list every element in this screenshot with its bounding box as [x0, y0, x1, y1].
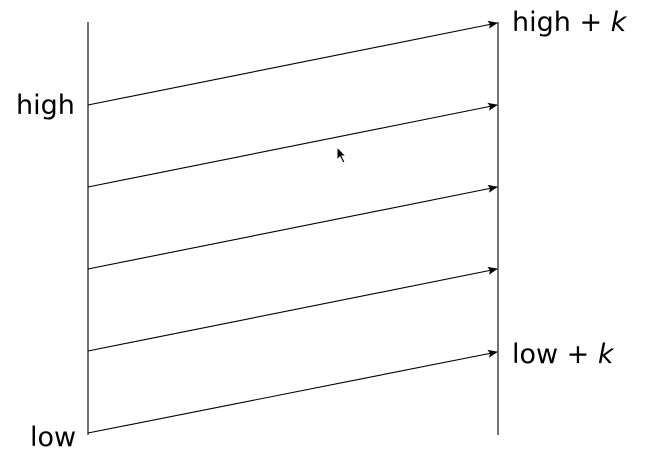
right-bottom-label: low + k — [512, 339, 615, 370]
left-top-label: high — [16, 90, 75, 121]
shift-arrow-2 — [87, 102, 498, 188]
mouse-cursor-icon — [336, 145, 348, 164]
left-bottom-label: low — [30, 422, 76, 453]
right-bottom-label-variable: k — [598, 339, 615, 370]
shift-arrow-5 — [87, 349, 498, 434]
right-top-label-text: high + — [512, 7, 611, 38]
shift-arrow-4 — [87, 266, 498, 352]
right-top-label-variable: k — [611, 7, 628, 38]
right-top-label: high + k — [512, 7, 628, 38]
shift-arrow-1 — [87, 20, 498, 106]
right-bottom-label-text: low + — [512, 339, 598, 370]
shift-arrow-3 — [87, 184, 498, 270]
